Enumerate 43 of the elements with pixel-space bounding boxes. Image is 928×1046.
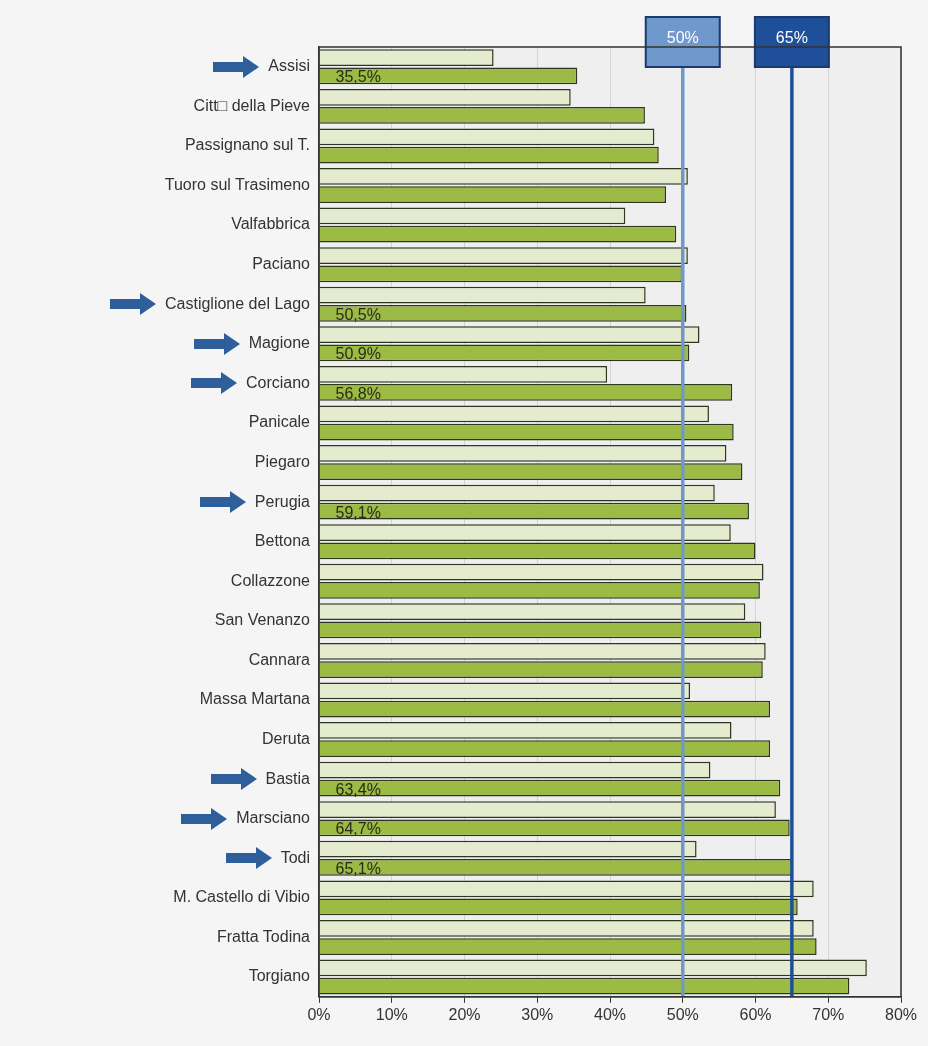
y-tick-label: Panicale xyxy=(248,413,311,431)
data-label: 35,5% xyxy=(335,68,381,86)
y-tick-label: Cannara xyxy=(248,650,311,668)
y-tick-label: Passignano sul T. xyxy=(184,136,310,154)
y-tick-label: Castiglione del Lago xyxy=(165,294,311,312)
x-tick-label: 60% xyxy=(739,1005,772,1023)
y-tick-label: Torgiano xyxy=(248,967,311,985)
y-tick-label: Massa Martana xyxy=(199,690,311,708)
x-tick-label: 20% xyxy=(448,1005,481,1023)
y-tick-label: Collazzone xyxy=(230,571,311,589)
y-tick-label: Citt□ della Pieve xyxy=(193,96,311,114)
ref-line-label: 50% xyxy=(666,29,699,47)
x-tick-label: 80% xyxy=(884,1005,918,1023)
y-tick-label: Marsciano xyxy=(236,809,311,827)
data-label: 63,4% xyxy=(335,780,381,798)
x-tick-label: 10% xyxy=(375,1005,408,1023)
y-tick-label: Perugia xyxy=(254,492,311,510)
x-tick-label: 40% xyxy=(593,1005,627,1023)
y-tick-label: Magione xyxy=(248,334,311,352)
data-label: 56,8% xyxy=(335,384,381,402)
data-label: 64,7% xyxy=(335,820,381,838)
y-tick-label: M. Castello di Vibio xyxy=(173,888,311,906)
data-label: 50,9% xyxy=(335,345,381,363)
y-tick-label: Bastia xyxy=(265,769,311,787)
x-tick-label: 0% xyxy=(307,1005,331,1023)
y-tick-label: Paciano xyxy=(252,255,311,273)
ref-line-label: 65% xyxy=(775,29,808,47)
x-tick-label: 50% xyxy=(666,1005,699,1023)
y-tick-label: Todi xyxy=(280,848,310,866)
y-tick-label: Piegaro xyxy=(254,452,311,470)
data-label: 65,1% xyxy=(335,859,381,877)
y-tick-label: Tuoro sul Trasimeno xyxy=(164,175,311,193)
y-tick-label: Assisi xyxy=(268,57,310,75)
y-tick-label: Bettona xyxy=(254,532,311,550)
data-label: 50,5% xyxy=(335,305,381,323)
y-tick-label: San Venanzo xyxy=(214,611,311,629)
y-tick-label: Fratta Todina xyxy=(216,927,311,945)
data-label: 59,1% xyxy=(335,503,381,521)
y-tick-label: Valfabbrica xyxy=(231,215,311,233)
x-tick-label: 30% xyxy=(521,1005,554,1023)
y-tick-label: Deruta xyxy=(261,729,311,747)
y-tick-label: Corciano xyxy=(245,373,311,391)
x-tick-label: 70% xyxy=(812,1005,845,1023)
